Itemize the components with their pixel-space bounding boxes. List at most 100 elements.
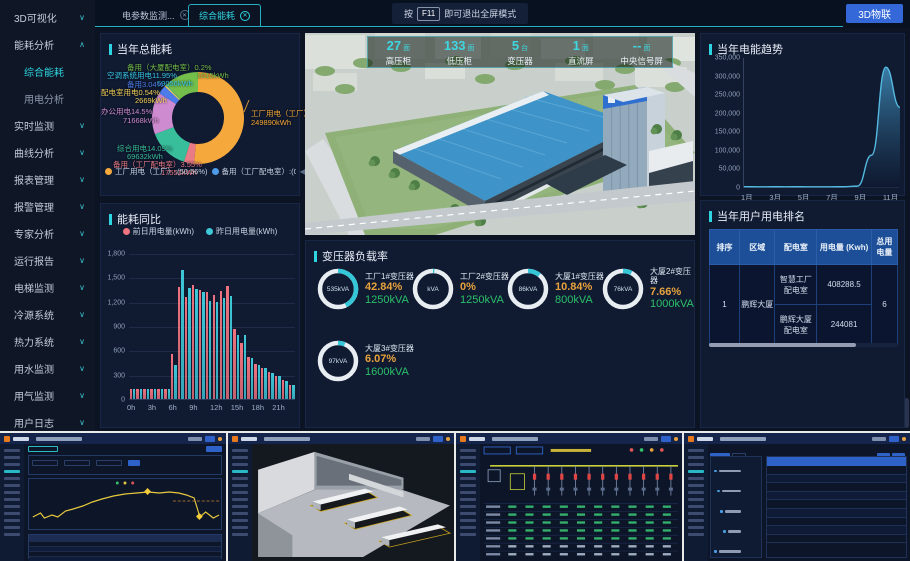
transformer-name: 大厦3#变压器 [365, 343, 414, 353]
window-titlebar [0, 433, 226, 444]
report-table [766, 456, 907, 558]
sidebar-item-label: 用水监测 [14, 365, 54, 376]
transformer-gauge-3: 76kVA 大厦2#变压器 7.66% 1000kVA [601, 267, 694, 311]
donut-callout-5: 配电室用电0.54% [101, 88, 160, 97]
sidebar-item-7[interactable]: 报警管理 ∨ [0, 193, 95, 220]
single-line-diagram-window[interactable] [456, 433, 682, 561]
bar-group-18 [254, 254, 261, 399]
stat-中央信号屏: -- 面中央信号屏 [611, 37, 672, 67]
legend-item[interactable]: 昨日用电量(kWh) [206, 226, 277, 237]
chevron-down-icon: ∨ [79, 202, 85, 211]
window-title [720, 436, 766, 441]
user-label [872, 436, 886, 441]
sidebar-item-label: 能耗分析 [14, 41, 54, 52]
window-content [24, 444, 226, 561]
bar [164, 388, 167, 399]
page-prev-icon[interactable]: ◀ [299, 167, 306, 176]
legend-label: 昨日用电量(kWh) [216, 227, 278, 236]
report-table-window[interactable] [684, 433, 910, 561]
user-label [644, 436, 658, 441]
tab-param-monitor[interactable]: 电参数监测... ✕ [112, 4, 200, 26]
bar [274, 375, 278, 399]
bar [216, 301, 219, 399]
x-tick-label: 3月 [769, 193, 782, 202]
chevron-up-icon: ∧ [79, 40, 85, 49]
gauge-text: 大厦2#变压器 7.66% 1000kVA [650, 267, 694, 311]
sidebar-item-3[interactable]: 用电分析 [0, 85, 95, 112]
sidebar-item-14[interactable]: 用气监测 ∨ [0, 382, 95, 409]
tab-underline [95, 26, 843, 27]
gauge-center-value: 76kVA [613, 286, 633, 293]
donut-callout-13: 工厂用电（工厂） [251, 109, 311, 118]
legend-label: 备用（工厂配电室）:(0.0 [221, 167, 296, 176]
stat-unit: 面 [581, 45, 589, 53]
3d-iot-button[interactable]: 3D物联 [846, 4, 903, 23]
y-tick-label: 0 [736, 184, 740, 192]
stat-value-row: 27 面 [387, 38, 410, 54]
donut-legend: 工厂用电（工厂）:(50.56%)备用（工厂配电室）:(0.0◀1/6▶ [105, 166, 327, 177]
curve-analysis-window[interactable] [0, 433, 226, 561]
gauge-svg [412, 268, 454, 310]
x-tick-label: 9月 [854, 193, 867, 202]
legend-item[interactable]: 备用（工厂配电室）:(0.0 [211, 166, 296, 177]
sidebar-item-2[interactable]: 综合能耗 [0, 58, 95, 85]
tab-energy-overview[interactable]: 综合能耗 ✕ [188, 4, 262, 26]
bar-group-20 [267, 254, 274, 399]
sidebar-item-12[interactable]: 热力系统 ∨ [0, 328, 95, 355]
bar [281, 380, 285, 399]
capacity: 1000kVA [650, 298, 694, 311]
sidebar-item-8[interactable]: 专家分析 ∨ [0, 220, 95, 247]
load-percent: 10.84% [555, 280, 593, 293]
sidebar-item-label: 综合能耗 [24, 68, 64, 79]
bar [264, 368, 267, 399]
capacity: 1600kVA [365, 365, 409, 378]
mini-sidebar [0, 444, 24, 561]
window-titlebar [684, 433, 910, 444]
logo-icon [4, 435, 10, 442]
transformer-name: 工厂1#变压器 [365, 271, 414, 281]
legend-item[interactable]: 前日用电量(kWh) [122, 226, 194, 237]
close-icon[interactable]: ✕ [240, 10, 251, 21]
sidebar-item-15[interactable]: 用户日志 ∨ [0, 409, 95, 432]
sidebar-item-0[interactable]: 3D可视化 ∨ [0, 4, 95, 31]
sidebar-item-13[interactable]: 用水监测 ∨ [0, 355, 95, 382]
window-title [264, 436, 310, 441]
bar [233, 328, 236, 399]
load-percent: 42.84% [365, 280, 403, 293]
bar [136, 388, 139, 399]
load-percent: 6.07% [365, 352, 397, 365]
sidebar-item-6[interactable]: 报表管理 ∨ [0, 166, 95, 193]
3d-room-window[interactable] [228, 433, 454, 561]
legend-item[interactable]: 工厂用电（工厂）:(50.56%) [105, 166, 208, 177]
mini-button [128, 460, 140, 466]
sidebar-item-1[interactable]: 能耗分析 ∧ [0, 31, 95, 58]
donut-callout-8: 71668kWh [123, 116, 159, 125]
donut-svg [152, 72, 250, 164]
chevron-down-icon: ∨ [79, 364, 85, 373]
donut-callout-12: 17551kWh [161, 168, 197, 177]
donut-callout-0: 备用（大厦配电室）0.2% [127, 63, 212, 72]
nav-button [661, 435, 671, 442]
gauge-ring: kVA [411, 267, 455, 311]
chevron-down-icon: ∨ [79, 256, 85, 265]
bar [219, 291, 222, 399]
bar-group-2 [143, 254, 150, 399]
y-tick-label: 0 [121, 396, 125, 404]
alert-icon [902, 436, 906, 441]
bar-group-16 [240, 254, 247, 399]
sidebar-item-9[interactable]: 运行报告 ∨ [0, 247, 95, 274]
transformer-gauge-2: 86kVA 大厦1#变压器 10.84% 800kVA [506, 267, 604, 311]
bar [285, 380, 288, 399]
ranking-h-scrollbar[interactable] [709, 343, 898, 347]
stat-value: 1 [572, 38, 580, 54]
capacity: 1250kVA [460, 293, 504, 306]
sidebar-scrollbar[interactable] [904, 398, 909, 428]
bar [178, 287, 181, 399]
sidebar-item-label: 报警管理 [14, 203, 54, 214]
sidebar-item-11[interactable]: 冷源系统 ∨ [0, 301, 95, 328]
sidebar-item-5[interactable]: 曲线分析 ∨ [0, 139, 95, 166]
sidebar-item-4[interactable]: 实时监测 ∨ [0, 112, 95, 139]
sidebar-item-10[interactable]: 电梯监测 ∨ [0, 274, 95, 301]
room-cell: 智慧工厂配电室 [774, 264, 818, 305]
y-tick-label: 350,000 [714, 54, 740, 62]
